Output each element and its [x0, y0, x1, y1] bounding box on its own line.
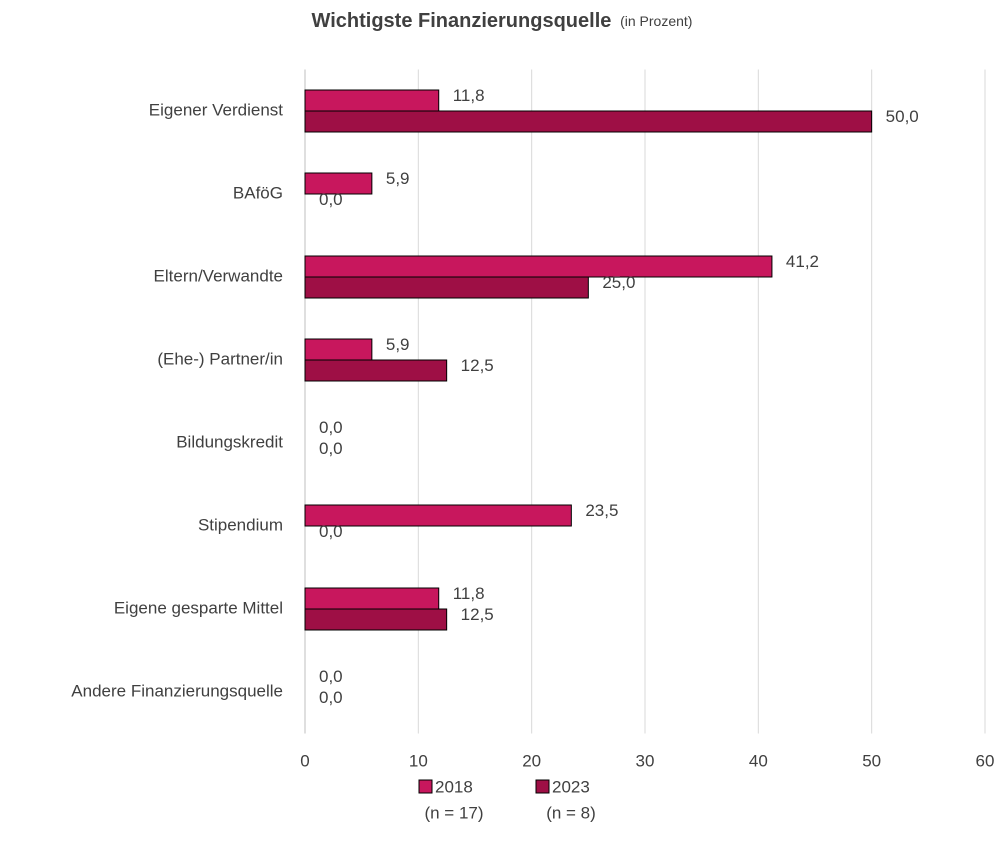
y-tick-label: Eltern/Verwandte: [154, 266, 283, 285]
legend-swatch: [418, 779, 433, 794]
x-tick-label: 60: [976, 751, 995, 770]
bar: [304, 504, 572, 527]
data-label: 5,9: [386, 335, 410, 354]
data-label: 0,0: [319, 667, 343, 686]
data-label: 0,0: [319, 190, 343, 209]
bar: [304, 255, 773, 278]
x-tick-label: 10: [409, 751, 428, 770]
bar: [304, 359, 448, 382]
legend-sample: (n = 8): [546, 803, 596, 822]
y-tick-label: Bildungskredit: [176, 432, 283, 451]
data-label: 25,0: [602, 273, 635, 292]
chart-title: Wichtigste Finanzierungsquelle: [312, 10, 612, 32]
x-tick-label: 30: [636, 751, 655, 770]
bar: [304, 608, 448, 631]
bar: [304, 172, 373, 195]
x-tick-label: 20: [522, 751, 541, 770]
data-label: 5,9: [386, 169, 410, 188]
x-tick-label: 50: [862, 751, 881, 770]
legend-label: 2018: [435, 777, 473, 796]
y-tick-label: Eigene gesparte Mittel: [114, 598, 283, 617]
data-label: 11,8: [453, 584, 485, 603]
y-tick-label: (Ehe-) Partner/in: [157, 349, 283, 368]
data-label: 0,0: [319, 688, 343, 707]
data-label: 41,2: [786, 252, 819, 271]
bar: [304, 338, 373, 361]
title-group: Wichtigste Finanzierungsquelle (in Proze…: [312, 10, 693, 32]
x-tick-label: 0: [300, 751, 309, 770]
data-label: 0,0: [319, 418, 343, 437]
data-label: 50,0: [886, 107, 919, 126]
legend-swatch: [535, 779, 550, 794]
data-label: 12,5: [461, 605, 494, 624]
bar: [304, 110, 873, 133]
legend-sample: (n = 17): [424, 803, 483, 822]
x-tick-label: 40: [749, 751, 768, 770]
bar: [304, 89, 440, 112]
data-label: 23,5: [585, 501, 618, 520]
y-tick-label: Andere Finanzierungsquelle: [71, 681, 283, 700]
bar: [304, 276, 589, 299]
y-tick-label: Stipendium: [198, 515, 283, 534]
y-tick-label: Eigener Verdienst: [149, 100, 283, 119]
legend-label: 2023: [552, 777, 590, 796]
chart-subtitle: (in Prozent): [620, 13, 692, 29]
bar: [304, 587, 440, 610]
data-label: 0,0: [319, 522, 343, 541]
data-label: 11,8: [453, 86, 485, 105]
y-tick-label: BAföG: [233, 183, 283, 202]
data-label: 0,0: [319, 439, 343, 458]
data-label: 12,5: [461, 356, 494, 375]
